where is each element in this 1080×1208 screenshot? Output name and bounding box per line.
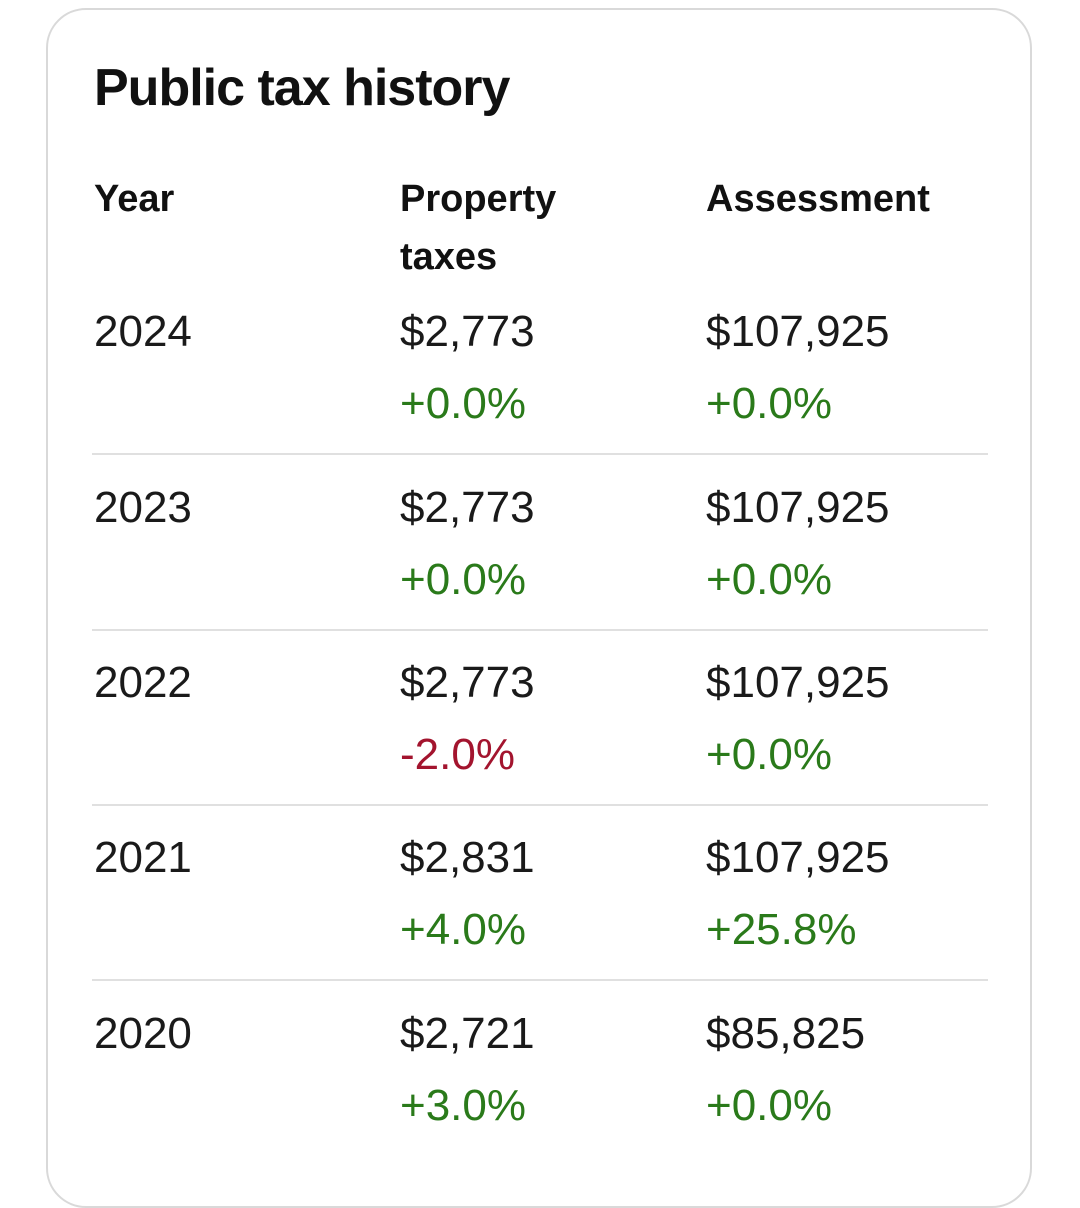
property-tax-value: $2,721: [400, 1009, 535, 1058]
table-row: 2022 $2,773 -2.0% $107,925 +0.0%: [92, 647, 988, 823]
header-property-taxes-line2: taxes: [400, 236, 498, 278]
table-row: 2024 $2,773 +0.0% $107,925 +0.0%: [92, 296, 988, 472]
assessment-change: +0.0%: [706, 1081, 832, 1130]
assessment-value: $107,925: [706, 658, 890, 707]
assessment-value: $107,925: [706, 307, 890, 356]
property-tax-change: +0.0%: [400, 379, 526, 428]
year-value: 2023: [94, 483, 192, 532]
assessment-change: +0.0%: [706, 379, 832, 428]
assessment-value: $85,825: [706, 1009, 866, 1058]
row-divider: [92, 629, 988, 631]
property-tax-value: $2,831: [400, 833, 535, 882]
assessment-value: $107,925: [706, 833, 890, 882]
header-property-taxes: Property taxes: [400, 170, 556, 286]
property-tax-cell: $2,721 +3.0%: [400, 998, 535, 1142]
assessment-change: +0.0%: [706, 555, 832, 604]
row-divider: [92, 804, 988, 806]
assessment-value: $107,925: [706, 483, 890, 532]
property-tax-cell: $2,773 -2.0%: [400, 647, 535, 791]
assessment-cell: $107,925 +25.8%: [706, 822, 890, 966]
assessment-cell: $85,825 +0.0%: [706, 998, 865, 1142]
year-cell: 2024: [94, 296, 192, 368]
property-tax-cell: $2,831 +4.0%: [400, 822, 535, 966]
year-cell: 2020: [94, 998, 192, 1070]
year-value: 2020: [94, 1009, 192, 1058]
property-tax-change: +4.0%: [400, 905, 526, 954]
property-tax-value: $2,773: [400, 307, 535, 356]
header-year: Year: [94, 178, 175, 220]
year-value: 2024: [94, 307, 192, 356]
year-cell: 2022: [94, 647, 192, 719]
year-value: 2021: [94, 833, 192, 882]
property-tax-value: $2,773: [400, 483, 535, 532]
section-title: Public tax history: [94, 59, 510, 117]
row-divider: [92, 453, 988, 455]
year-cell: 2023: [94, 472, 192, 544]
row-divider: [92, 979, 988, 981]
assessment-change: +25.8%: [706, 905, 857, 954]
header-property-taxes-line1: Property: [400, 178, 557, 220]
assessment-cell: $107,925 +0.0%: [706, 296, 890, 440]
table-row: 2023 $2,773 +0.0% $107,925 +0.0%: [92, 472, 988, 648]
property-tax-cell: $2,773 +0.0%: [400, 296, 535, 440]
table-row: 2021 $2,831 +4.0% $107,925 +25.8%: [92, 822, 988, 998]
property-tax-change: +3.0%: [400, 1081, 526, 1130]
property-tax-change: -2.0%: [400, 730, 515, 779]
assessment-cell: $107,925 +0.0%: [706, 472, 890, 616]
year-cell: 2021: [94, 822, 192, 894]
property-tax-value: $2,773: [400, 658, 535, 707]
table-row: 2020 $2,721 +3.0% $85,825 +0.0%: [92, 998, 988, 1174]
property-tax-cell: $2,773 +0.0%: [400, 472, 535, 616]
year-value: 2022: [94, 658, 192, 707]
property-tax-change: +0.0%: [400, 555, 526, 604]
tax-history-card: [46, 8, 1032, 1208]
assessment-cell: $107,925 +0.0%: [706, 647, 890, 791]
assessment-change: +0.0%: [706, 730, 832, 779]
header-assessment: Assessment: [706, 178, 930, 220]
